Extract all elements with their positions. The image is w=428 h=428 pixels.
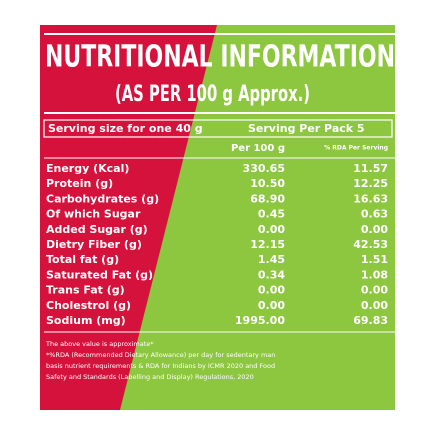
nutrient-name: Of which Sugar (46, 208, 141, 221)
rda: 42.53 (353, 238, 388, 251)
nutrient-name: Added Sugar (g) (46, 223, 148, 236)
serving-box (43, 119, 393, 138)
nutrient-name: Energy (Kcal) (46, 162, 129, 175)
rda: 69.83 (353, 314, 388, 327)
rda: 1.08 (361, 268, 388, 281)
footnote: basis nutrient requirements & RDA for In… (46, 362, 275, 370)
nutrient-name: Protein (g) (46, 177, 113, 190)
rda: 0.63 (361, 208, 388, 221)
per-100g: 0.45 (258, 208, 285, 221)
per-100g: 1995.00 (235, 314, 285, 327)
per-100g: 68.90 (250, 192, 285, 205)
column-header: Per 100 g (231, 143, 285, 154)
rda: 16.63 (353, 192, 388, 205)
per-100g: 0.00 (258, 223, 285, 236)
rda: 0.00 (361, 223, 388, 236)
per-100g: 1.45 (258, 253, 285, 266)
nutrient-name: Trans Fat (g) (46, 284, 125, 297)
red-panel (40, 25, 217, 410)
title: NUTRITIONAL INFORMATION (45, 40, 395, 75)
nutrient-name: Sodium (mg) (46, 314, 126, 327)
nutrient-name: Saturated Fat (g) (46, 268, 153, 281)
nutrient-name: Dietry Fiber (g) (46, 238, 142, 251)
per-100g: 0.00 (258, 284, 285, 297)
rda: 11.57 (353, 162, 388, 175)
nutrient-name: Cholestrol (g) (46, 299, 131, 312)
nutrient-name: Total fat (g) (46, 253, 119, 266)
column-header: % RDA Per Serving (324, 145, 388, 152)
rda: 12.25 (353, 177, 388, 190)
nutrient-name: Carbohydrates (g) (46, 192, 159, 205)
footnote: *%RDA (Recommended Dietary Allowance) pe… (46, 351, 275, 359)
per-100g: 0.34 (258, 268, 285, 281)
footnote: Safety and Standards (Labelling and Disp… (46, 373, 254, 381)
subtitle: (AS PER 100 g Approx.) (115, 82, 310, 107)
per-100g: 12.15 (250, 238, 285, 251)
serving-size: Serving size for one 40 g (48, 122, 203, 135)
rda: 1.51 (361, 253, 388, 266)
footnote: The above value is approximate* (45, 340, 154, 348)
per-100g: 330.65 (243, 162, 285, 175)
serving-per-pack: Serving Per Pack 5 (248, 122, 365, 135)
per-100g: 0.00 (258, 299, 285, 312)
rda: 0.00 (361, 299, 388, 312)
per-100g: 10.50 (250, 177, 285, 190)
rda: 0.00 (361, 284, 388, 297)
